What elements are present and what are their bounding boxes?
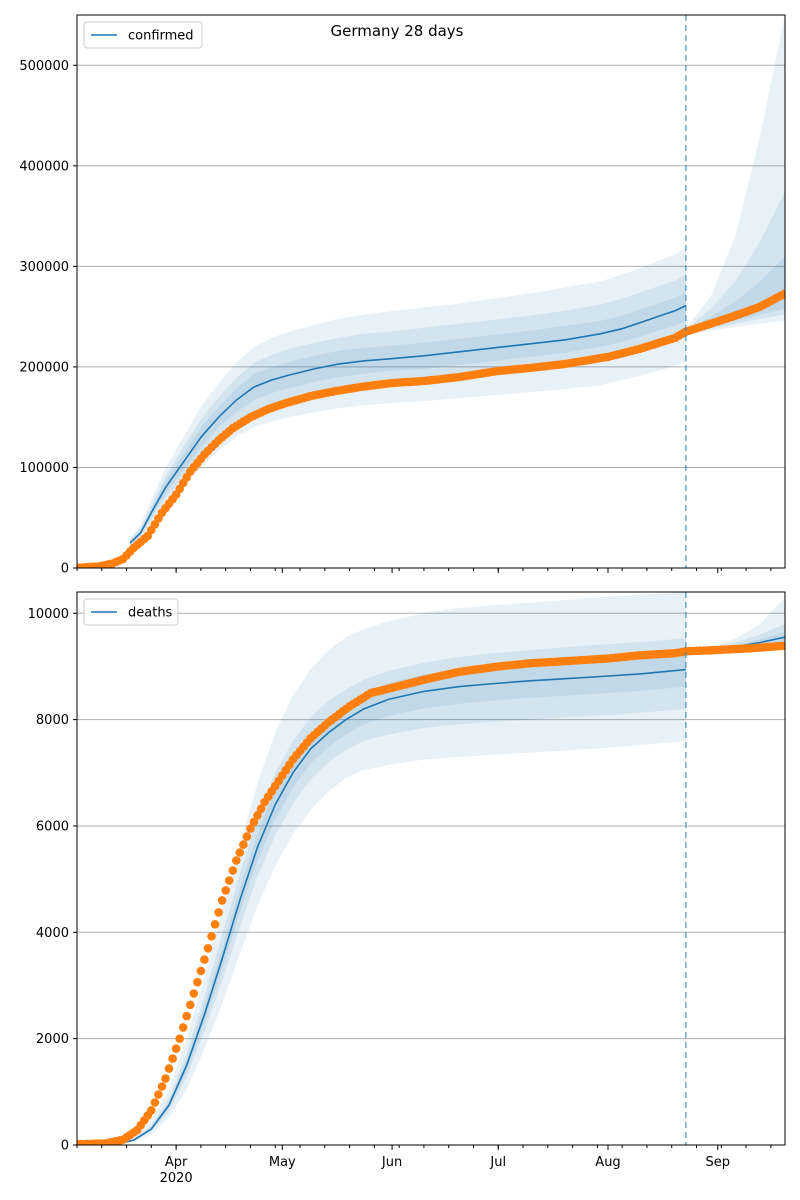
observed-point xyxy=(193,977,202,987)
model-line xyxy=(77,668,686,1145)
legend-box xyxy=(83,598,179,626)
observed-point xyxy=(235,848,245,857)
observed-point xyxy=(242,832,252,841)
observed-point xyxy=(186,1000,195,1010)
plot-area xyxy=(77,15,785,568)
y-tick-label: 0 xyxy=(61,562,69,577)
forecast-band-2 xyxy=(685,256,785,333)
observed-point xyxy=(221,886,230,895)
chart-title: Germany 28 days xyxy=(331,22,464,40)
x-tick-label: Jun xyxy=(381,1155,402,1170)
observed-point xyxy=(154,1090,163,1099)
observed-point xyxy=(182,1011,191,1021)
observed-point xyxy=(200,955,209,964)
fit-band-2 xyxy=(130,292,686,545)
observed-point xyxy=(175,1034,184,1043)
y-tick-label: 8000 xyxy=(36,713,69,728)
observed-series xyxy=(77,289,785,568)
observed-point xyxy=(228,866,238,875)
observed-point xyxy=(164,1064,174,1073)
x-tick-label: Sep xyxy=(705,1155,730,1170)
observed-point xyxy=(196,966,206,976)
fit-band-1 xyxy=(77,638,686,1145)
observed-point xyxy=(239,840,248,849)
y-tick-label: 100000 xyxy=(19,461,69,476)
forecast-band-0 xyxy=(685,597,785,653)
observed-point xyxy=(203,944,213,953)
observed-point xyxy=(249,817,259,827)
y-tick-label: 300000 xyxy=(19,260,69,275)
observed-point xyxy=(168,1054,177,1063)
observed-point xyxy=(224,876,234,885)
legend: deaths xyxy=(83,598,179,626)
observed-point xyxy=(210,920,220,929)
observed-point xyxy=(207,932,216,941)
x-year-label: 2020 xyxy=(160,1171,193,1186)
forecast-band-0 xyxy=(685,15,785,335)
fit-band-0 xyxy=(130,248,686,547)
observed-point xyxy=(780,289,785,298)
observed-point xyxy=(246,824,255,833)
observed-point xyxy=(253,811,262,820)
observed-point xyxy=(178,1023,188,1032)
plot-area xyxy=(77,592,785,1145)
x-tick-label: May xyxy=(269,1155,296,1170)
axes-frame xyxy=(76,591,786,1146)
forecast-band-1 xyxy=(685,191,785,334)
observed-point xyxy=(157,1082,167,1091)
legend-label: deaths xyxy=(128,606,173,621)
y-tick-label: 6000 xyxy=(36,819,69,834)
observed-point xyxy=(780,641,785,650)
observed-point xyxy=(232,856,241,865)
observed-point xyxy=(256,804,266,813)
observed-point xyxy=(150,1098,160,1107)
y-tick-label: 400000 xyxy=(19,159,69,174)
observed-point xyxy=(214,908,223,917)
observed-point xyxy=(171,1044,181,1053)
legend-label: confirmed xyxy=(128,29,194,44)
model-line xyxy=(129,304,687,544)
observed-point xyxy=(161,1074,170,1083)
y-tick-label: 0 xyxy=(61,1139,69,1154)
observed-point xyxy=(217,896,227,905)
confirmed-panel: 0 100000 200000 300000 400000 500000 confirmed xyxy=(19,14,786,577)
legend: confirmed xyxy=(83,21,203,49)
y-tick-label: 500000 xyxy=(19,59,69,74)
y-tick-label: 200000 xyxy=(19,360,69,375)
y-tick-label: 4000 xyxy=(36,926,69,941)
x-tick-label: Aug xyxy=(595,1155,620,1170)
y-tick-label: 2000 xyxy=(36,1032,69,1047)
axes-frame xyxy=(76,14,786,569)
y-tick-label: 10000 xyxy=(28,607,69,622)
observed-point xyxy=(147,1106,156,1115)
x-tick-label: Jul xyxy=(489,1155,506,1170)
fit-band-0 xyxy=(77,592,686,1145)
x-tick-label: Apr xyxy=(165,1155,188,1170)
observed-point xyxy=(189,989,199,998)
legend-box xyxy=(83,21,203,49)
observed-series xyxy=(77,641,785,1145)
